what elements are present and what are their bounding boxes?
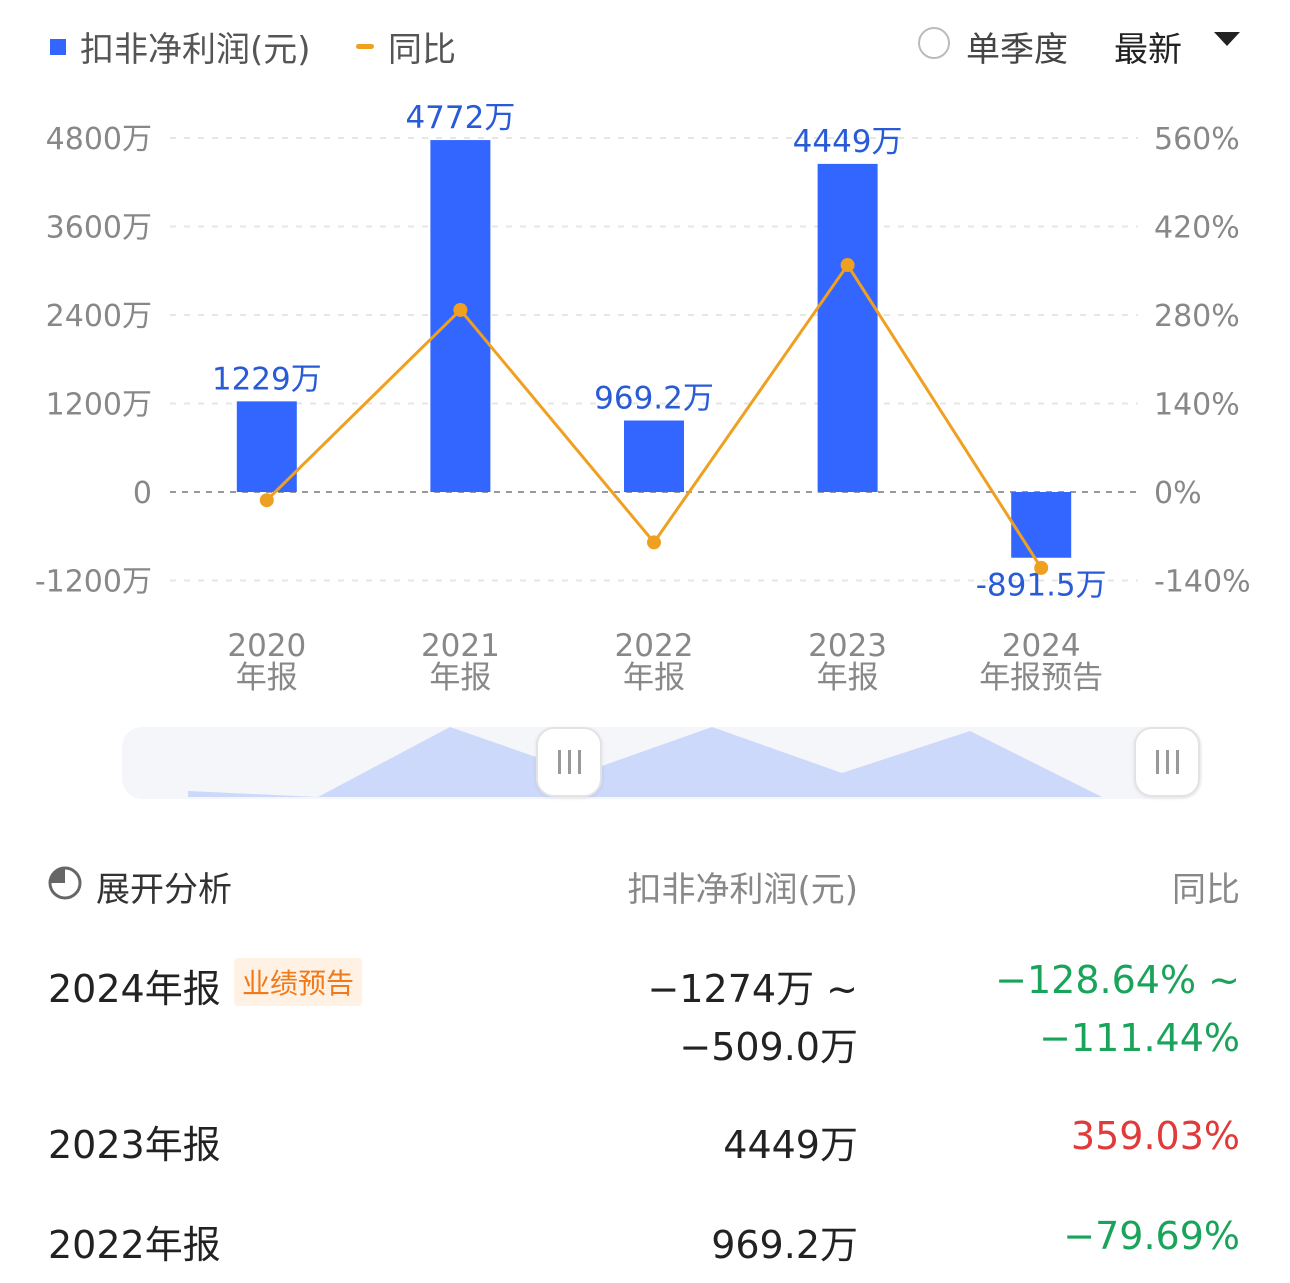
- y-left-tick-label: 4800万: [46, 122, 152, 157]
- legend-bar-label: 扣非净利润(元): [80, 30, 311, 70]
- slider-track: [122, 727, 1202, 799]
- period-dropdown[interactable]: 最新: [1114, 30, 1182, 70]
- single-quarter-label[interactable]: 单季度: [966, 30, 1068, 70]
- row-label: 2022年报: [48, 1223, 221, 1267]
- x-tick-label-type: 年报预告: [979, 660, 1103, 696]
- x-tick-label-year: 2024: [1002, 628, 1081, 664]
- bar-data-label: 4449万: [793, 124, 903, 160]
- yoy-point: [453, 302, 468, 317]
- slider-right-handle[interactable]: [1134, 727, 1200, 797]
- legend-bar-series[interactable]: 扣非净利润(元): [50, 22, 311, 71]
- yoy-point: [840, 258, 855, 273]
- yoy-cell: 359.03%: [1070, 1114, 1240, 1158]
- y-left-tick-label: 3600万: [46, 211, 152, 246]
- pie-chart-icon[interactable]: [48, 866, 82, 900]
- legend-line-label: 同比: [388, 30, 456, 70]
- yoy-point: [1034, 560, 1049, 575]
- expand-analysis-button[interactable]: 展开分析: [96, 870, 232, 910]
- slider-left-handle[interactable]: [536, 727, 602, 797]
- bar-data-label: 1229万: [212, 361, 322, 397]
- y-left-tick-label: 1200万: [46, 388, 152, 423]
- y-right-tick-label: 0%: [1154, 476, 1202, 511]
- x-tick-label-type: 年报: [236, 660, 298, 696]
- single-quarter-radio[interactable]: [918, 27, 950, 59]
- x-tick-label-year: 2023: [808, 628, 887, 664]
- yoy-point: [647, 535, 661, 550]
- legend-line-series[interactable]: 同比: [356, 22, 456, 71]
- value-cell: −1274万 ~: [647, 967, 858, 1011]
- profit-chart: 4800万 3600万 2400万 1200万 0 -1200万 560% 420% 280% 1…: [35, 100, 1251, 696]
- y-right-tick-label: 420%: [1154, 211, 1240, 246]
- bar-data-label: 969.2万: [594, 381, 714, 417]
- y-left-tick-label: 2400万: [46, 299, 152, 334]
- bar-swatch-icon: [50, 38, 66, 55]
- bar: [1011, 492, 1072, 558]
- yoy-cell: −79.69%: [1063, 1214, 1240, 1258]
- x-tick-label-year: 2022: [615, 628, 694, 664]
- x-tick-label-type: 年报: [429, 660, 491, 696]
- x-tick-label-type: 年报: [623, 660, 685, 696]
- caret-down-icon[interactable]: [1214, 32, 1240, 46]
- bar-data-label: 4772万: [405, 100, 515, 136]
- line-swatch-icon: [356, 44, 374, 49]
- row-label: 2023年报: [48, 1123, 221, 1167]
- yoy-cell: −128.64% ~: [995, 958, 1240, 1002]
- y-left-tick-label: -1200万: [35, 565, 152, 600]
- column-header-value: 扣非净利润(元): [627, 870, 858, 910]
- forecast-badge: 业绩预告: [234, 958, 363, 1006]
- chart-header: 扣非净利润(元) 同比 单季度 最新: [0, 0, 1290, 90]
- value-cell: 4449万: [723, 1123, 858, 1167]
- y-right-tick-label: 560%: [1154, 122, 1240, 157]
- slider-preview-area: [188, 727, 1102, 797]
- bar: [624, 420, 684, 492]
- bar: [236, 401, 297, 492]
- x-tick-label-year: 2021: [421, 628, 500, 664]
- x-tick-label-year: 2020: [227, 628, 306, 664]
- yoy-point: [259, 493, 274, 508]
- column-header-yoy: 同比: [1172, 870, 1240, 910]
- y-right-tick-label: -140%: [1154, 565, 1251, 600]
- bar: [817, 163, 878, 492]
- value-cell: −509.0万: [679, 1025, 858, 1069]
- y-right-tick-label: 140%: [1154, 388, 1240, 423]
- yoy-cell: −111.44%: [1039, 1016, 1240, 1060]
- range-slider[interactable]: [122, 727, 1202, 799]
- y-right-tick-label: 280%: [1154, 299, 1240, 334]
- row-label: 2024年报: [48, 967, 221, 1011]
- y-left-tick-label: 0: [133, 476, 152, 511]
- value-cell: 969.2万: [711, 1223, 858, 1267]
- x-tick-label-type: 年报: [817, 660, 879, 696]
